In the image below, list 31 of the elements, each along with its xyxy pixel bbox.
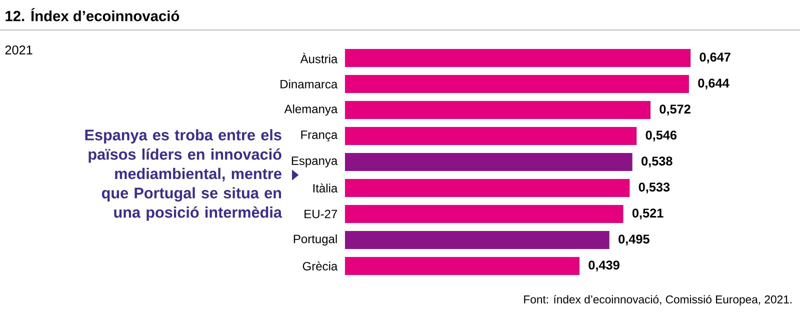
y-tick-label: Dinamarca: [280, 80, 338, 88]
y-tick-label: Portugal: [294, 234, 337, 246]
bar: [345, 75, 689, 93]
data-label: 0,644: [698, 78, 730, 90]
data-label: 0,572: [660, 104, 690, 116]
bar: [345, 204, 624, 223]
y-tick-label: França: [301, 130, 338, 142]
data-label: 0,533: [638, 182, 670, 194]
data-label: 0,521: [632, 208, 664, 220]
data-label: 0,538: [642, 156, 672, 168]
text: Font: índex d’ecoinnovació, Comissió Europea, 2021.: [524, 294, 792, 306]
text: 12. Índex d’ecoinnovació: [6, 8, 180, 22]
text: 2021: [5, 46, 32, 54]
bar: [345, 49, 691, 68]
data-label: 0,647: [700, 52, 730, 64]
y-tick-label: Itàlia: [313, 184, 338, 192]
bar: [345, 153, 632, 171]
y-tick-label: EU-27: [304, 210, 338, 218]
y-tick-label: Grècia: [302, 262, 338, 270]
data-label: 0,495: [618, 234, 650, 246]
y-tick-label: Espanya: [292, 156, 338, 168]
bar: [345, 179, 630, 197]
data-label: 0,546: [646, 130, 677, 142]
bar: [345, 230, 610, 249]
y-tick-label: Alemanya: [284, 104, 338, 116]
bar: [345, 101, 650, 119]
text: Espanya es troba entre els països líders en innovació mediambiental, mentre que Portugal se situa en una posició intermèdia: [85, 129, 282, 221]
bar: [345, 127, 637, 146]
y-tick-label: Àustria: [300, 52, 338, 64]
bar: [345, 256, 580, 275]
data-label: 0,439: [588, 260, 620, 272]
